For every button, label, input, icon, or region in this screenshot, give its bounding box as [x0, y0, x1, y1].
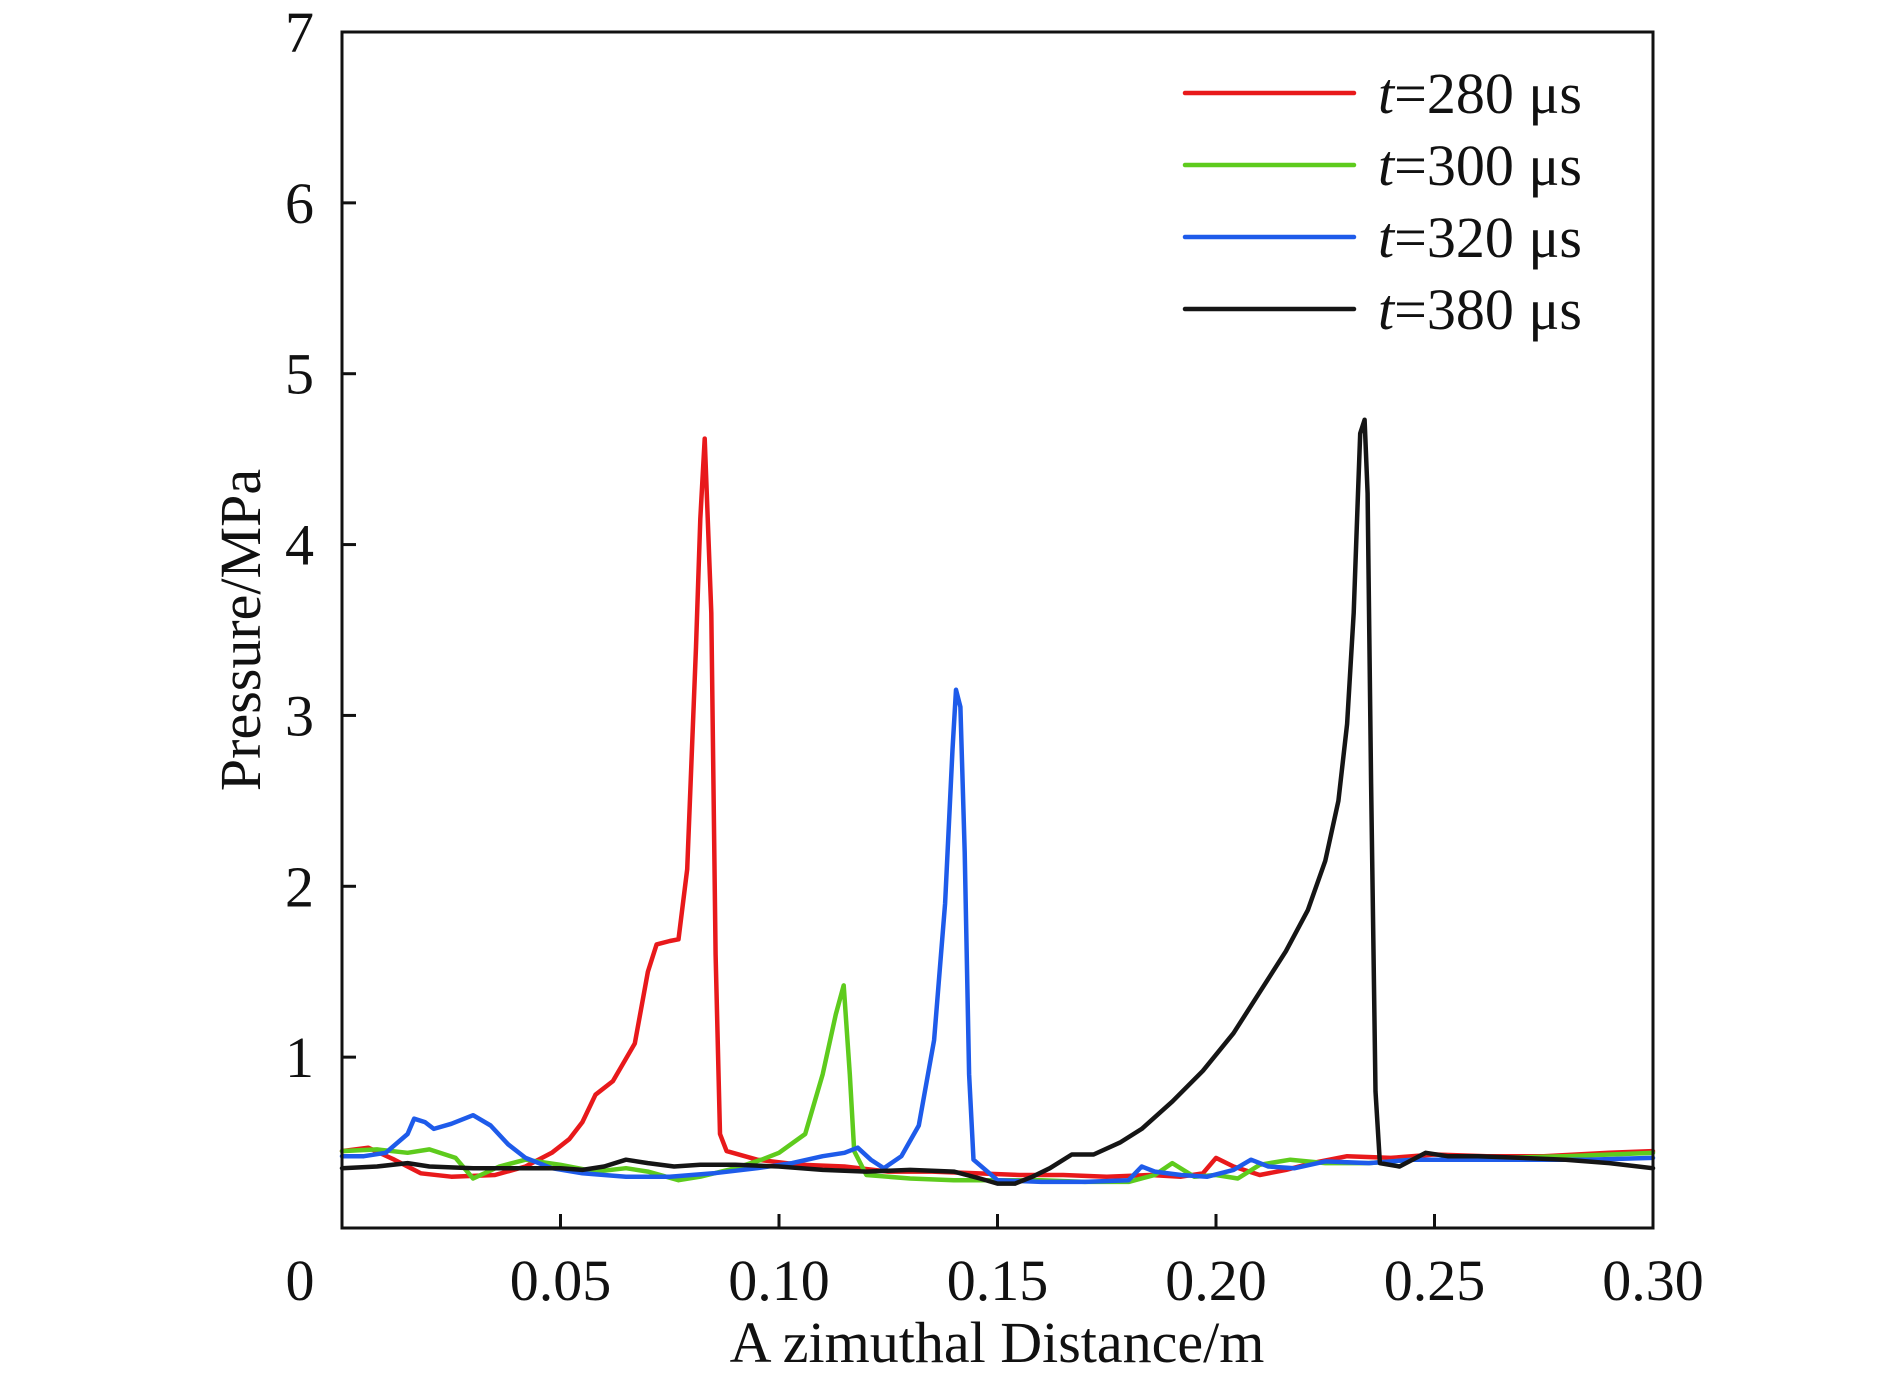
- legend-variable: t: [1378, 61, 1396, 126]
- legend-variable: t: [1378, 205, 1396, 270]
- series-line-4: [339, 417, 1656, 1186]
- series-line-2: [339, 983, 1656, 1185]
- legend-value: =300 μs: [1394, 133, 1582, 198]
- legend-value: =380 μs: [1394, 277, 1582, 342]
- x-tick-label: 0.20: [1165, 1248, 1267, 1313]
- legend-label-3: t=320 μs: [1378, 205, 1582, 270]
- y-tick-label: 7: [285, 0, 314, 65]
- x-tick-label: 0.05: [510, 1248, 612, 1313]
- legend-label-1: t=280 μs: [1378, 61, 1582, 126]
- legend-value: =280 μs: [1394, 61, 1582, 126]
- legend-variable: t: [1378, 133, 1396, 198]
- legend-variable: t: [1378, 277, 1396, 342]
- x-tick-label: 0.15: [947, 1248, 1049, 1313]
- series-line-3: [339, 687, 1656, 1185]
- axis-ticks: 0 0.05 0.10 0.15 0.20 0.25 0.30 1 2 3 4 5 6 7: [285, 0, 1704, 1313]
- y-tick-label: 6: [285, 171, 314, 236]
- x-tick-label: 0.25: [1384, 1248, 1486, 1313]
- legend-value: =320 μs: [1394, 205, 1582, 270]
- series-line-1: [339, 436, 1656, 1179]
- x-axis-title: A zimuthal Distance/m: [730, 1310, 1265, 1368]
- x-tick-label: 0.10: [728, 1248, 830, 1313]
- y-axis-title: Pressure/MPa: [208, 469, 273, 791]
- legend: t=280 μst=300 μst=320 μst=380 μs: [1182, 61, 1582, 342]
- y-tick-label: 3: [285, 683, 314, 748]
- x-tick-label: 0: [286, 1248, 315, 1313]
- y-tick-label: 5: [285, 342, 314, 407]
- legend-label-4: t=380 μs: [1378, 277, 1582, 342]
- y-tick-label: 4: [285, 513, 314, 578]
- y-tick-label: 1: [285, 1025, 314, 1090]
- x-tick-label: 0.30: [1602, 1248, 1704, 1313]
- y-tick-label: 2: [285, 854, 314, 919]
- series-layer: [339, 417, 1656, 1186]
- legend-label-2: t=300 μs: [1378, 133, 1582, 198]
